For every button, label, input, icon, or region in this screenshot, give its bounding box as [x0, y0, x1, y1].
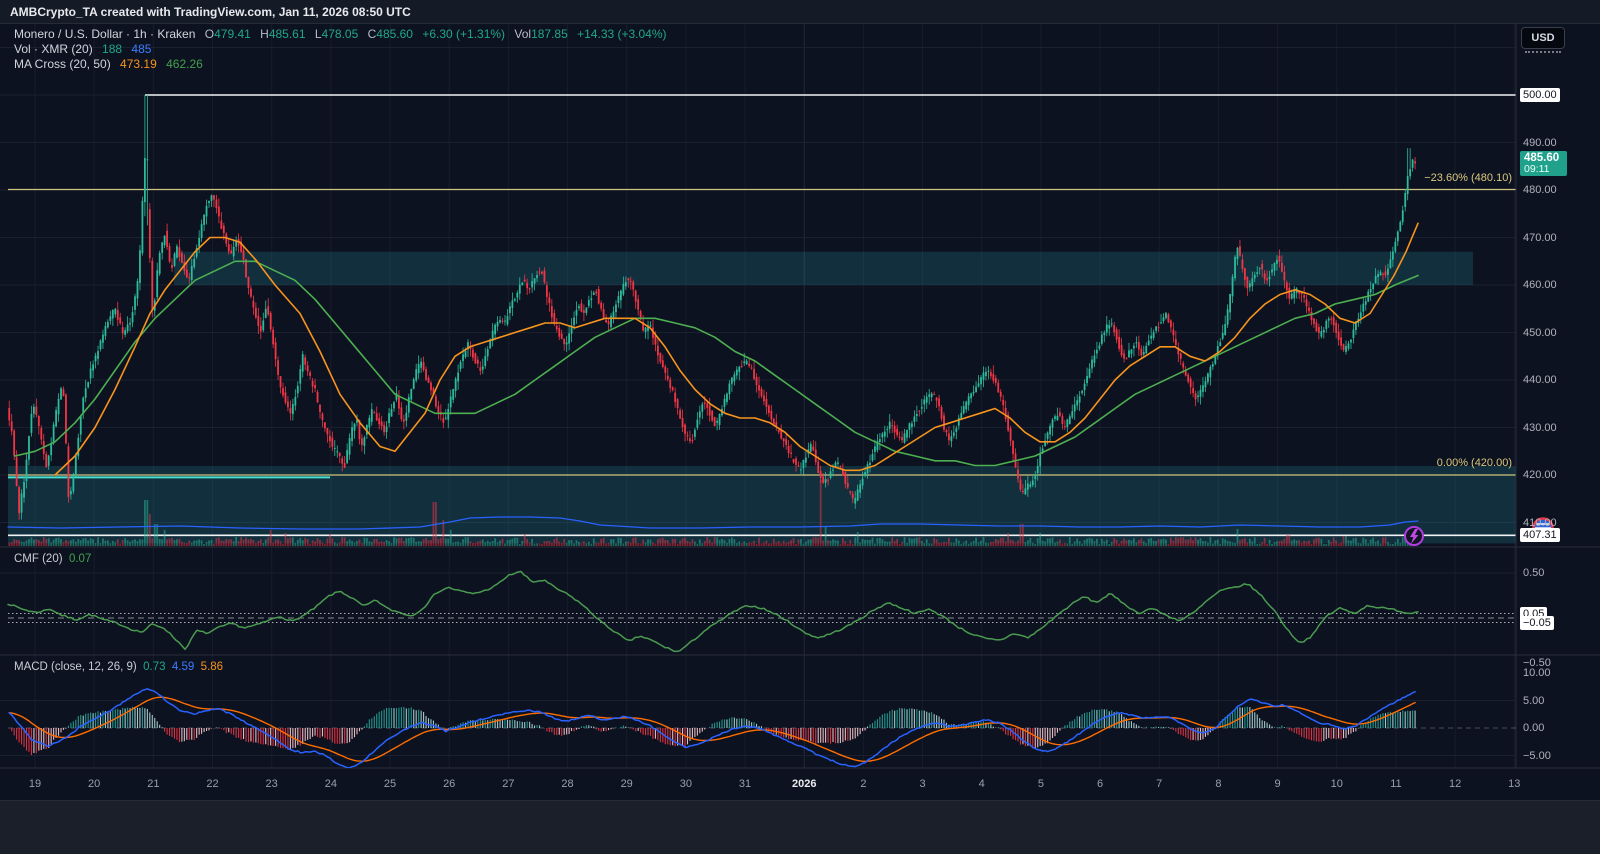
open-value: 479.41: [214, 27, 251, 41]
volume-overlay: [7, 480, 1516, 546]
macd-pane-title[interactable]: MACD (close, 12, 26, 9) 0.73 4.59 5.86: [14, 661, 223, 673]
support-zone: [8, 465, 1516, 544]
legend-symbol-row[interactable]: Monero / U.S. Dollar · 1h · Kraken O479.…: [14, 27, 667, 41]
close-label: C: [367, 27, 377, 41]
macd-signal-value: 5.86: [200, 661, 224, 673]
low-value: 478.05: [321, 27, 359, 41]
collapsed-label-dots: [1525, 51, 1561, 53]
watermark-bar: AMBCrypto_TA created with TradingView.co…: [0, 0, 1600, 24]
open-label: O: [204, 27, 215, 41]
position-marker-icon[interactable]: [1532, 517, 1554, 539]
macd-pane[interactable]: [0, 688, 1516, 768]
ma-cross-title[interactable]: MA Cross (20, 50): [14, 57, 111, 71]
change-value: +6.30 (+1.31%): [422, 27, 506, 41]
main-pane[interactable]: [8, 94, 1516, 544]
legend: Monero / U.S. Dollar · 1h · Kraken O479.…: [14, 27, 667, 72]
macd-title[interactable]: MACD (close, 12, 26, 9): [14, 661, 137, 673]
footer-bar: TradingView: [0, 800, 1600, 854]
plot-background[interactable]: [0, 24, 1600, 800]
cmf-pane-title[interactable]: CMF (20) 0.07: [14, 553, 91, 565]
macd-hist-value: 0.73: [143, 661, 166, 673]
vol-label: Vol: [514, 27, 532, 41]
volume-indicator-title[interactable]: Vol · XMR (20): [14, 42, 93, 56]
volume-value: 188: [102, 42, 123, 56]
cmf-pane[interactable]: [0, 570, 1516, 664]
volume-ma-value: 485: [131, 42, 152, 56]
close-value: 485.60: [376, 27, 413, 41]
currency-button[interactable]: USD: [1521, 27, 1565, 49]
legend-volume-row[interactable]: Vol · XMR (20) 188 485: [14, 42, 667, 56]
ma50-value: 462.26: [166, 57, 203, 71]
resistance-zone: [174, 251, 1473, 285]
ma20-value: 473.19: [120, 57, 157, 71]
symbol-title[interactable]: Monero / U.S. Dollar · 1h · Kraken: [14, 27, 196, 41]
high-label: H: [260, 27, 269, 41]
high-value: 485.61: [268, 27, 306, 41]
cmf-value: 0.07: [68, 553, 92, 565]
vol-change: +14.33 (+3.04%): [577, 27, 667, 41]
macd-line-value: 4.59: [171, 661, 195, 673]
lightning-bolt-icon: [1410, 529, 1419, 544]
vol-value: 187.85: [531, 27, 568, 41]
low-label: L: [314, 27, 322, 41]
legend-ma-row[interactable]: MA Cross (20, 50) 473.19 462.26: [14, 57, 667, 71]
cmf-title[interactable]: CMF (20): [14, 553, 63, 565]
watermark-text: AMBCrypto_TA created with TradingView.co…: [10, 5, 411, 19]
